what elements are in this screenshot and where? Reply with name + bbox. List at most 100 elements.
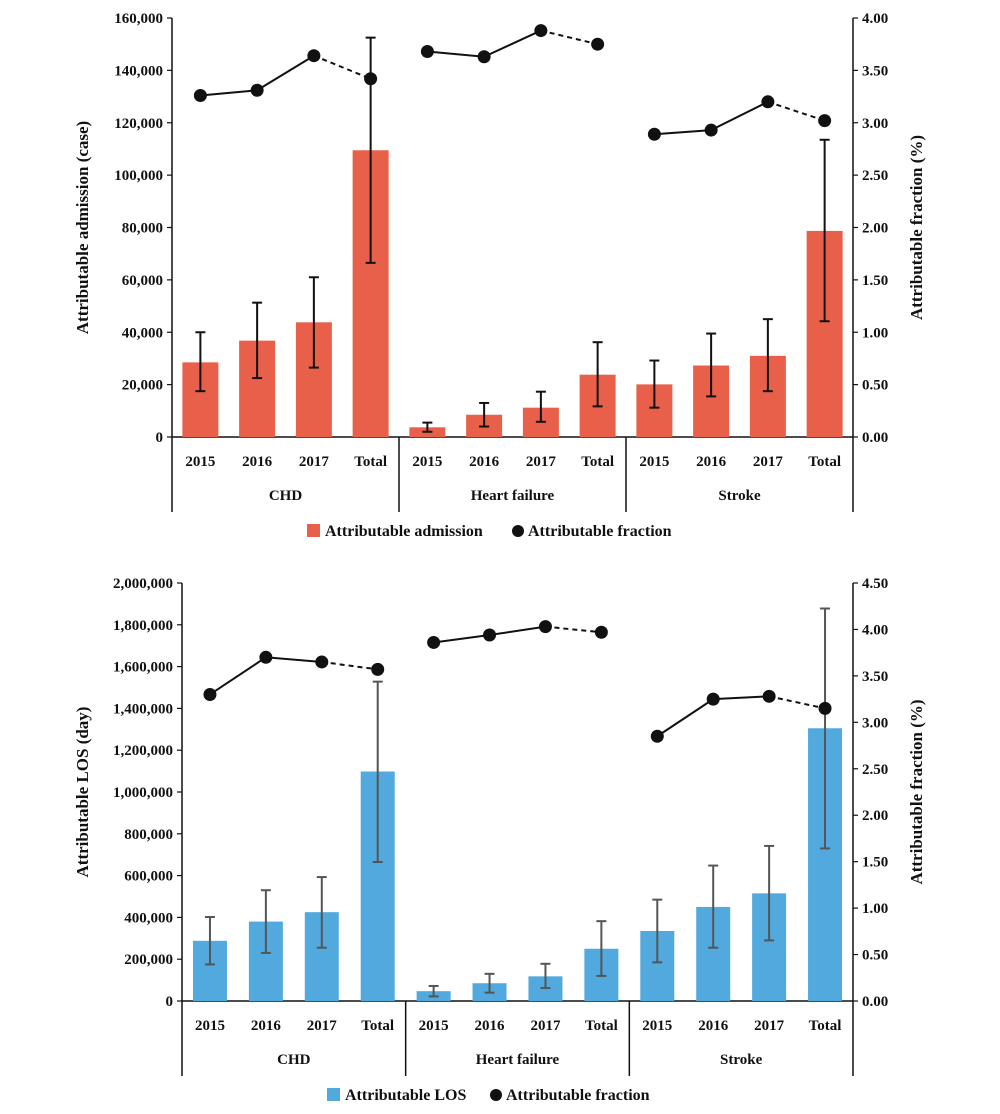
- error-bar: [708, 864, 719, 949]
- fraction-point: [818, 114, 832, 128]
- y-tick-label: 80,000: [122, 221, 163, 237]
- y-tick-label: 1,600,000: [113, 660, 173, 676]
- legend-label: Attributable admission: [325, 523, 483, 540]
- fraction-point: [647, 127, 661, 141]
- y-tick-label: 60,000: [122, 273, 163, 289]
- error-bar: [764, 844, 775, 942]
- y-tick-label: 100,000: [114, 168, 163, 184]
- fraction-point: [594, 625, 608, 639]
- y2-tick-label: 1.50: [862, 855, 888, 871]
- chart-panel-1: 0 20,000 40,000 60,000 80,000 100,000 120,000 1…: [73, 11, 926, 540]
- y-tick-label: 2,000,000: [113, 576, 173, 592]
- error-bar: [316, 876, 327, 949]
- legend-swatch-bar: [307, 524, 320, 537]
- y2-tick-label: 3.50: [862, 63, 888, 79]
- fraction-point: [483, 628, 497, 642]
- fraction-point: [259, 650, 273, 664]
- x-tick-label: Total: [581, 454, 614, 470]
- legend-label: Attributable fraction: [528, 523, 672, 540]
- error-bar: [596, 920, 607, 977]
- x-tick-label: 2015: [185, 454, 215, 470]
- y2-tick-label: 1.00: [862, 325, 888, 341]
- fraction-point: [477, 50, 491, 64]
- fraction-point: [371, 662, 385, 676]
- y-tick-label: 1,400,000: [113, 701, 173, 717]
- legend-swatch-point: [512, 525, 524, 537]
- y2-tick-label: 3.50: [862, 669, 888, 685]
- fraction-point: [704, 123, 718, 137]
- x-tick-label: 2015: [195, 1018, 225, 1034]
- y2-tick-label: 3.00: [862, 715, 888, 731]
- y2-axis-title: Attributable fraction (%): [907, 699, 926, 884]
- fraction-line-dashed: [321, 660, 378, 671]
- x-tick-label: Total: [354, 454, 387, 470]
- error-bar: [819, 138, 830, 323]
- legend-swatch-bar: [327, 1088, 340, 1101]
- x-tick-label: 2016: [469, 454, 500, 470]
- x-tick-label: 2017: [753, 454, 784, 470]
- y2-tick-label: 0.50: [862, 378, 888, 394]
- error-bar: [649, 359, 660, 409]
- fraction-line-dashed: [767, 100, 825, 122]
- y-tick-label: 600,000: [124, 869, 173, 885]
- fraction-point: [250, 83, 264, 97]
- fraction-point: [761, 95, 775, 109]
- legend: Attributable admission Attributable fract…: [307, 523, 672, 540]
- y-tick-label: 0: [166, 994, 174, 1010]
- y-tick-label: 1,000,000: [113, 785, 173, 801]
- fraction-point: [534, 24, 548, 38]
- y-tick-label: 200,000: [124, 952, 173, 968]
- x-tick-label: 2017: [307, 1018, 338, 1034]
- y2-tick-label: 1.50: [862, 273, 888, 289]
- error-bar: [308, 276, 319, 369]
- x-tick-label: Total: [585, 1018, 618, 1034]
- error-bar: [422, 421, 433, 433]
- y-tick-label: 20,000: [122, 378, 163, 394]
- x-tick-label: 2016: [242, 454, 273, 470]
- fraction-point: [203, 687, 217, 701]
- y2-tick-label: 2.00: [862, 808, 888, 824]
- fraction-line-dashed: [545, 625, 602, 634]
- legend-swatch-point: [490, 1089, 502, 1101]
- y-tick-label: 800,000: [124, 827, 173, 843]
- x-tick-label: 2016: [475, 1018, 506, 1034]
- x-tick-label: 2016: [698, 1018, 729, 1034]
- y2-axis-title: Attributable fraction (%): [907, 135, 926, 320]
- y2-tick-label: 2.50: [862, 762, 888, 778]
- error-bar: [479, 401, 490, 428]
- y-tick-label: 1,200,000: [113, 743, 173, 759]
- y2-tick-label: 4.50: [862, 576, 888, 592]
- error-bar: [820, 607, 831, 850]
- category-label: Stroke: [718, 488, 761, 504]
- fraction-point: [364, 72, 378, 86]
- y2-tick-label: 4.00: [862, 622, 888, 638]
- category-label: CHD: [277, 1052, 311, 1068]
- y2-tick-label: 2.00: [862, 221, 888, 237]
- category-label: Heart failure: [476, 1052, 560, 1068]
- x-tick-label: 2015: [419, 1018, 449, 1034]
- chart-panel-2: 0 200,000 400,000 600,000 800,000 1,000,000 1,…: [73, 576, 926, 1104]
- y-tick-label: 160,000: [114, 11, 163, 27]
- legend: Attributable LOS Attributable fraction: [327, 1087, 650, 1104]
- y-axis-title: Attributable LOS (day): [73, 707, 92, 878]
- error-bar: [706, 332, 717, 398]
- y-tick-label: 0: [156, 430, 164, 446]
- x-tick-label: Total: [809, 1018, 842, 1034]
- y-axis-title: Attributable admission (case): [73, 121, 92, 334]
- y2-tick-label: 0.50: [862, 948, 888, 964]
- error-bar: [540, 962, 551, 990]
- fraction-line-dashed: [313, 54, 372, 80]
- x-tick-label: 2017: [530, 1018, 561, 1034]
- fraction-point: [420, 45, 434, 59]
- category-label: Heart failure: [471, 488, 555, 504]
- error-bar: [652, 898, 663, 964]
- x-tick-label: 2016: [251, 1018, 282, 1034]
- legend-label: Attributable LOS: [345, 1087, 466, 1104]
- fraction-point: [818, 701, 832, 715]
- error-bar: [204, 915, 215, 966]
- y2-tick-label: 0.00: [862, 994, 888, 1010]
- fraction-point: [427, 635, 441, 649]
- fraction-point: [315, 655, 329, 669]
- fraction-point: [591, 37, 605, 51]
